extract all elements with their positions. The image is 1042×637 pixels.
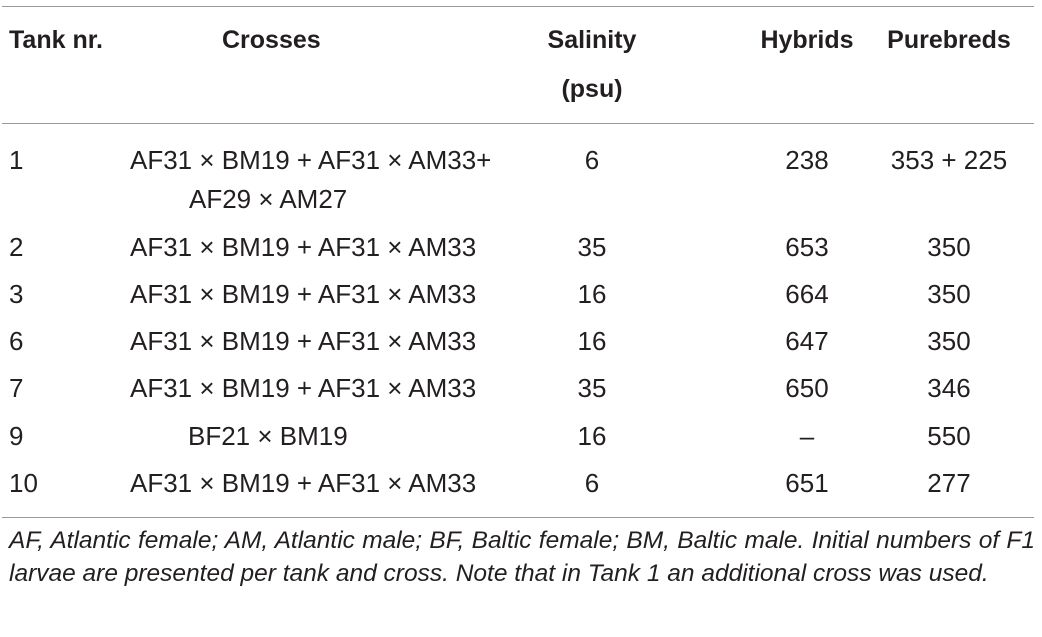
row-1-purebreds: 353 + 225: [890, 145, 1008, 175]
row-7-salinity: 6: [584, 468, 600, 498]
header-salinity: Salinity: [547, 26, 637, 54]
header-hybrids: Hybrids: [760, 26, 854, 54]
row-5-crosses: AF31 × BM19 + AF31 × AM33: [130, 373, 477, 403]
row-5-hybrids: 650: [785, 373, 829, 403]
row-4-crosses: AF31 × BM19 + AF31 × AM33: [130, 326, 477, 356]
row-2-tank: 2: [9, 232, 24, 262]
header-tank: Tank nr.: [9, 26, 104, 54]
row-1-hybrids: 238: [785, 145, 829, 175]
row-1-salinity: 6: [584, 145, 600, 175]
row-3-tank: 3: [9, 279, 24, 309]
header-salinity-unit: (psu): [561, 75, 623, 103]
table-bottom-rule: [2, 517, 1034, 518]
row-2-crosses: AF31 × BM19 + AF31 × AM33: [130, 232, 477, 262]
row-6-salinity: 16: [577, 421, 607, 451]
table-caption: AF, Atlantic female; AM, Atlantic male; …: [9, 527, 1035, 587]
row-1-tank: 1: [9, 145, 24, 175]
row-2-purebreds: 350: [927, 232, 971, 262]
row-4-tank: 6: [9, 326, 24, 356]
table-top-rule: [2, 6, 1034, 7]
row-1-crosses: AF31 × BM19 + AF31 × AM33+: [130, 145, 492, 175]
row-4-purebreds: 350: [927, 326, 971, 356]
row-7-tank: 10: [9, 468, 38, 498]
row-6-crosses: BF21 × BM19: [188, 421, 348, 451]
row-6-tank: 9: [9, 421, 24, 451]
row-6-purebreds: 550: [927, 421, 971, 451]
row-5-tank: 7: [9, 373, 24, 403]
row-7-purebreds: 277: [927, 468, 971, 498]
row-4-hybrids: 647: [785, 326, 829, 356]
row-2-hybrids: 653: [785, 232, 829, 262]
header-purebreds: Purebreds: [887, 26, 1011, 54]
row-5-purebreds: 346: [927, 373, 971, 403]
header-crosses: Crosses: [222, 26, 321, 54]
row-2-salinity: 35: [577, 232, 607, 262]
row-3-salinity: 16: [577, 279, 607, 309]
row-7-hybrids: 651: [785, 468, 829, 498]
table-header-rule: [2, 123, 1034, 124]
row-6-hybrids: –: [799, 421, 815, 451]
row-3-purebreds: 350: [927, 279, 971, 309]
row-1-crosses-cont: AF29 × AM27: [189, 184, 348, 214]
row-3-crosses: AF31 × BM19 + AF31 × AM33: [130, 279, 477, 309]
row-7-crosses: AF31 × BM19 + AF31 × AM33: [130, 468, 477, 498]
row-4-salinity: 16: [577, 326, 607, 356]
row-5-salinity: 35: [577, 373, 607, 403]
row-3-hybrids: 664: [785, 279, 829, 309]
